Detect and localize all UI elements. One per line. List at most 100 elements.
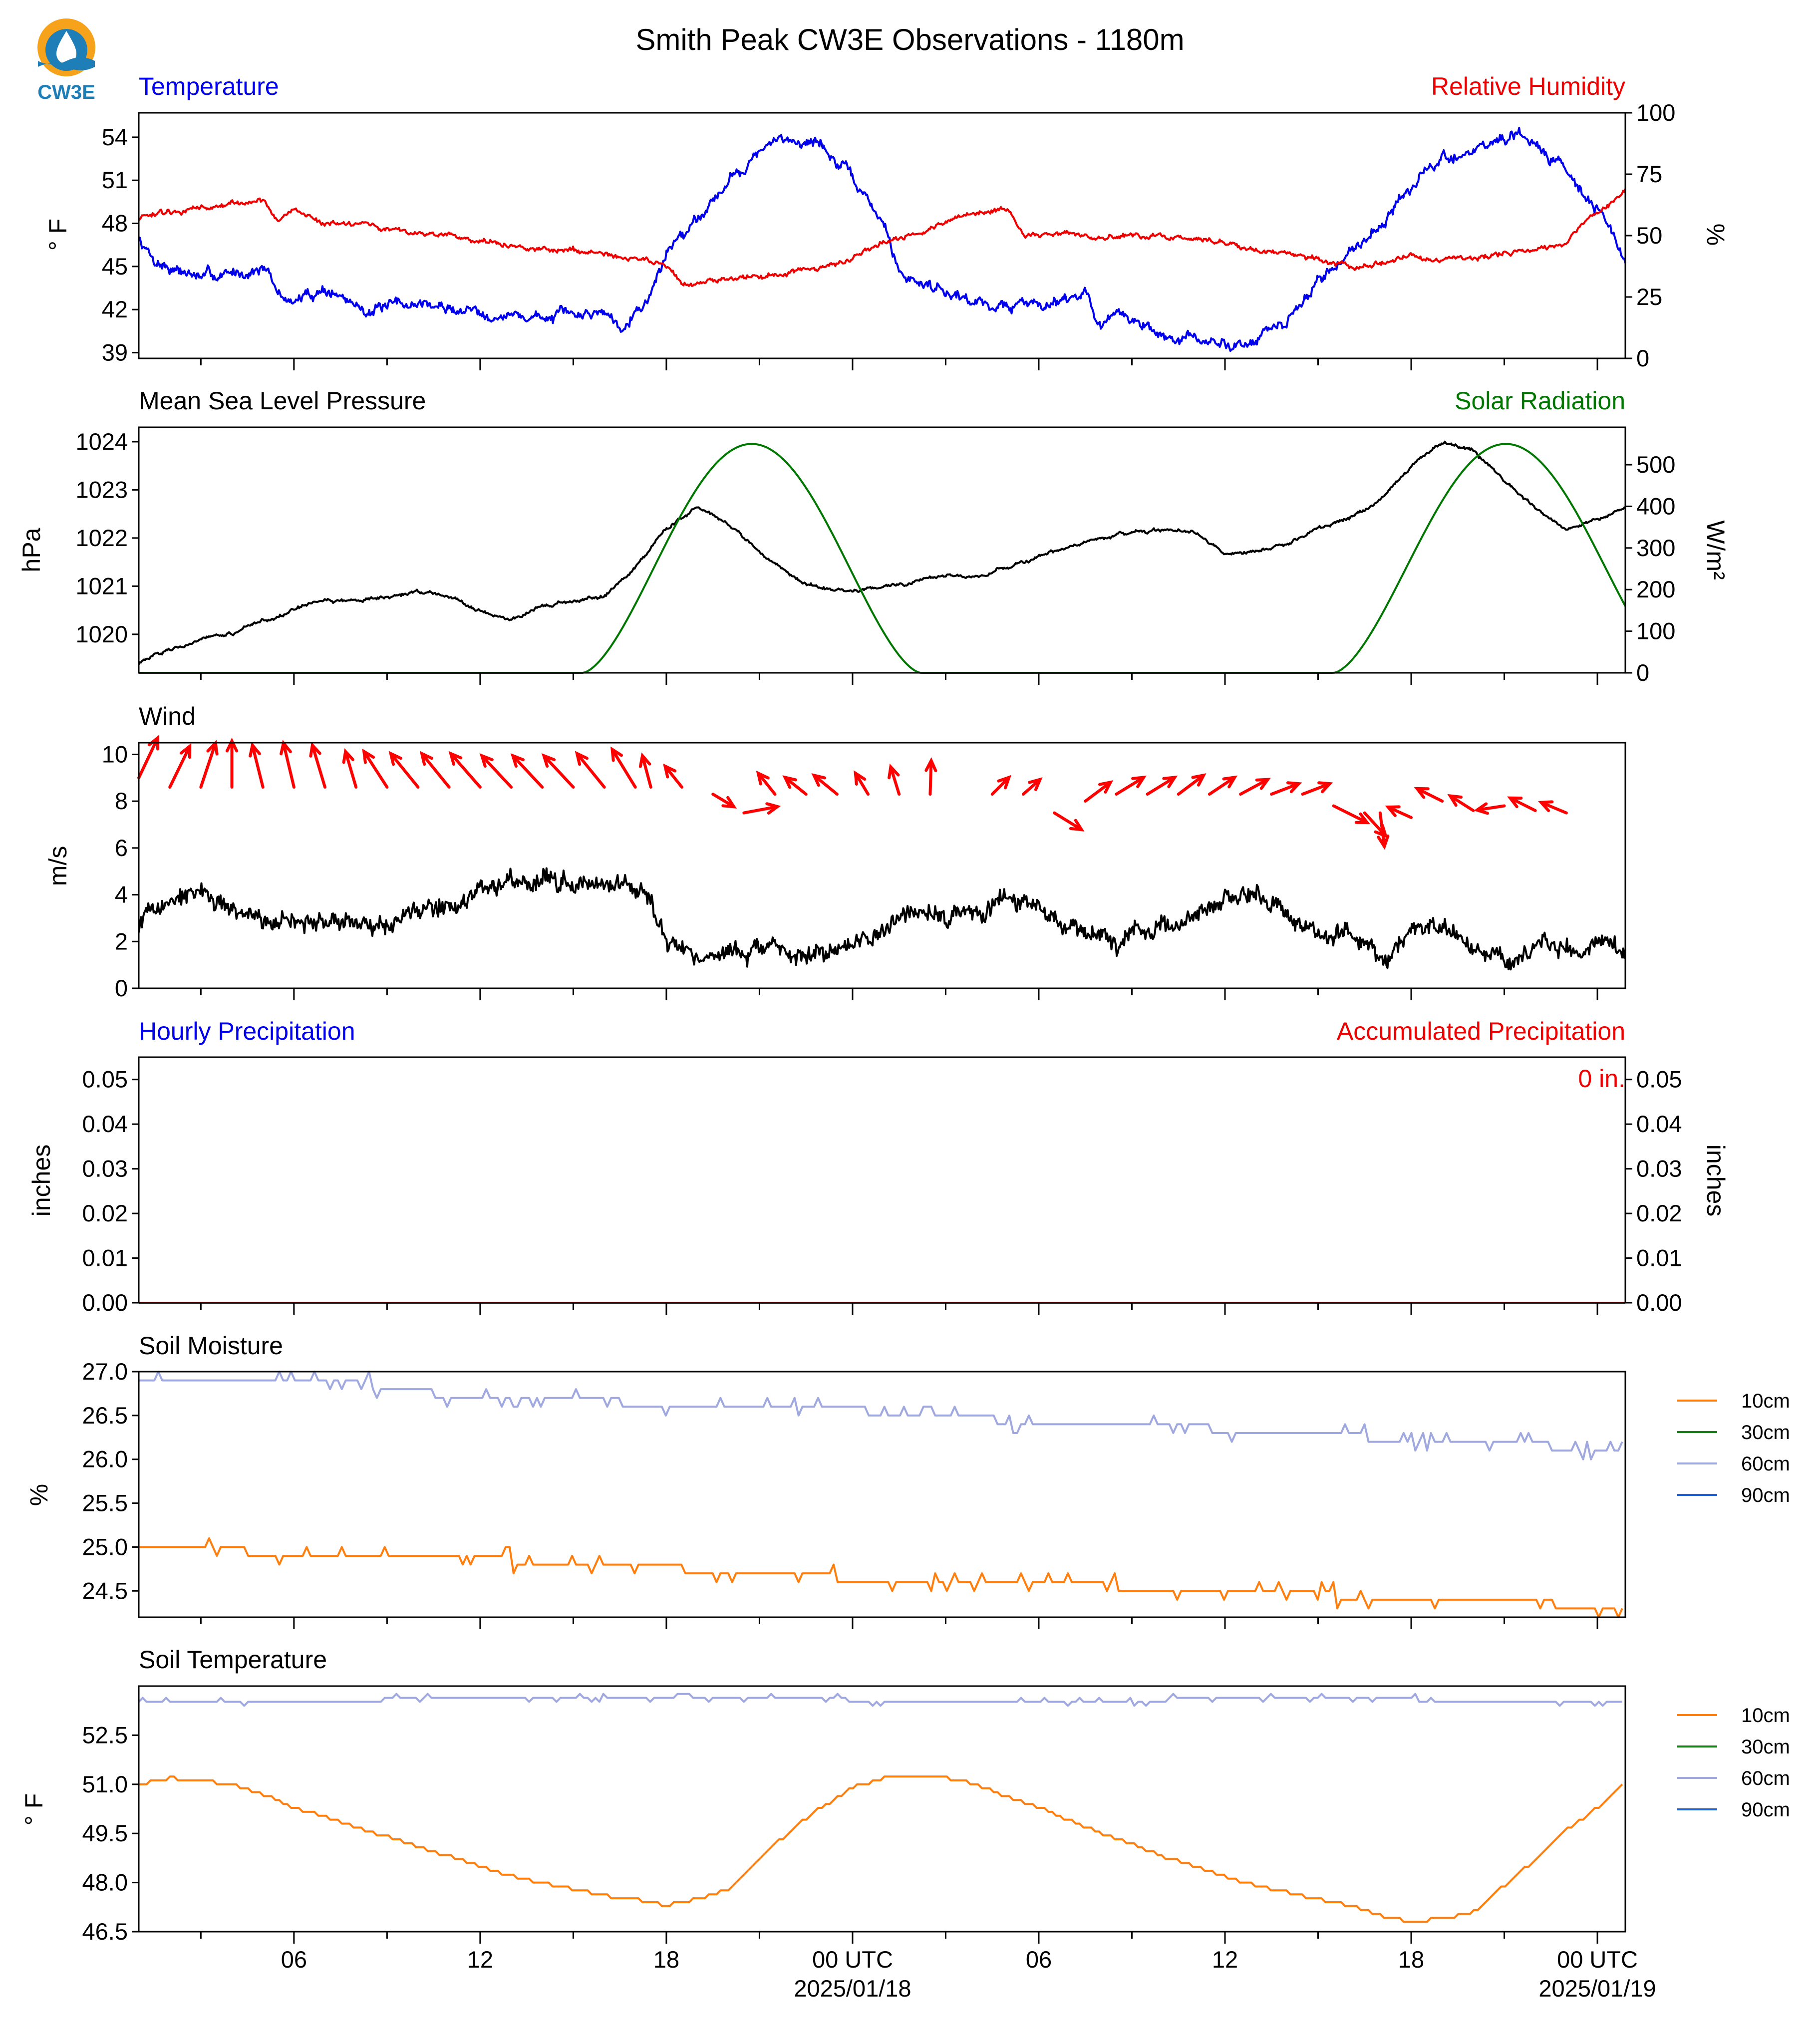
y-tick-label: 49.5 [82, 1820, 128, 1846]
legend-label-30cm: 30cm [1741, 1422, 1790, 1444]
y-tick-label: 8 [115, 788, 128, 814]
pressure-title: Mean Sea Level Pressure [139, 387, 426, 415]
y-tick-label: 1024 [75, 428, 128, 455]
wind-arrow [1447, 794, 1475, 812]
soil-temp-plot-frame [138, 1685, 1626, 1933]
y-tick-label: 39 [102, 339, 128, 365]
temperature-title: Temperature [139, 72, 279, 100]
y-tick-label: 1020 [75, 621, 128, 647]
x-tick-label: 12 [1212, 1946, 1238, 1973]
y-tick-label: 24.5 [82, 1577, 128, 1604]
soil_60cm-series-line [138, 1693, 1622, 1707]
wind-arrow [1239, 778, 1271, 796]
soil-moisture-title: Soil Moisture [139, 1332, 283, 1360]
y-right-tick-label: 0.03 [1636, 1156, 1682, 1182]
x-tick-label: 00 UTC [1557, 1946, 1638, 1973]
wind-panel: Wind m/s 0 2 4 6 8 10 [44, 702, 1626, 1001]
pressure-axis-label: hPa [17, 528, 45, 572]
wind-arrow [225, 737, 239, 789]
x-tick-label: 18 [1398, 1946, 1424, 1973]
soil-temp-axis-label: ° F [20, 1793, 48, 1825]
x-tick-label: 12 [467, 1946, 493, 1973]
legend-label-10cm: 10cm [1741, 1390, 1790, 1412]
soil-temp-title: Soil Temperature [139, 1646, 327, 1674]
y-tick-label: 26.0 [82, 1446, 128, 1472]
wind-arrow [1414, 787, 1444, 803]
hourly-precip-title: Hourly Precipitation [139, 1017, 355, 1045]
accum-precip-value: 0 in. [1578, 1065, 1625, 1093]
y-right-tick-label: 0.01 [1636, 1245, 1682, 1271]
temperature-humidity-panel: Temperature Relative Humidity ° F % 39 42… [44, 72, 1730, 371]
y-tick-label: 45 [102, 253, 128, 280]
wind-arrow [541, 753, 575, 789]
soil-temp-y-ticks: 46.5 48.0 49.5 51.0 52.5 [82, 1722, 139, 1945]
soil-moisture-plot-frame [138, 1371, 1626, 1618]
temperature-series-line [138, 127, 1626, 352]
wind-arrow [1385, 805, 1413, 819]
wind-direction-arrows [137, 735, 1568, 850]
precip-y-ticks: 0.00 0.01 0.02 0.03 0.04 0.05 [82, 1066, 139, 1316]
wind-axis-label: m/s [44, 846, 72, 886]
y-tick-label: 46.5 [82, 1918, 128, 1945]
precip-axis-label: inches [27, 1145, 55, 1217]
precip-right-axis-label: inches [1702, 1145, 1730, 1217]
solar-title: Solar Radiation [1455, 387, 1625, 415]
pressure-y-ticks: 1020 1021 1022 1023 1024 [75, 428, 139, 647]
wind-arrow [711, 793, 737, 809]
precip-plot-frame [138, 1056, 1626, 1304]
soil_60cm-series-line [139, 1371, 1623, 1460]
solar-y-ticks: 0 100 200 300 400 500 [1625, 451, 1675, 686]
y-tick-label: 1022 [75, 525, 128, 551]
y-tick-label: 0.02 [82, 1200, 128, 1226]
chart-title: Smith Peak CW3E Observations - 1180m [635, 23, 1184, 56]
legend-label-60cm: 60cm [1741, 1767, 1790, 1789]
wind-arrow [1146, 775, 1178, 796]
y-tick-label: 26.5 [82, 1402, 128, 1429]
temperature-plot-frame [138, 112, 1626, 359]
water-drop-sun-icon [37, 18, 95, 76]
wind-arrow [510, 753, 544, 789]
y-tick-label: 0.01 [82, 1245, 128, 1271]
y-right-tick-label: 100 [1636, 99, 1675, 126]
x-date-label: 2025/01/18 [794, 1975, 911, 2002]
wind-arrow [924, 757, 937, 796]
x-tick-label: 00 UTC [812, 1946, 893, 1973]
humidity-axis-label: % [1702, 224, 1730, 246]
wind-arrow [1377, 811, 1390, 850]
legend-label-10cm: 10cm [1741, 1705, 1790, 1727]
wind-arrow [419, 751, 451, 789]
y-tick-label: 0.04 [82, 1111, 128, 1137]
wind-arrow [1208, 775, 1238, 796]
wind-arrow [479, 753, 513, 789]
y-right-tick-label: 400 [1636, 493, 1675, 519]
soil-moisture-series [139, 1371, 1623, 1618]
wind-arrow [990, 775, 1012, 796]
y-tick-label: 48 [102, 210, 128, 237]
wind-plot-frame [138, 742, 1626, 989]
wind-arrow [1270, 781, 1302, 796]
y-right-tick-label: 25 [1636, 284, 1662, 310]
temp-y-ticks: 39 42 45 48 51 54 [102, 124, 139, 365]
legend-label-60cm: 60cm [1741, 1453, 1790, 1475]
logo-text: CW3E [37, 81, 95, 103]
y-tick-label: 1021 [75, 573, 128, 599]
y-tick-label: 6 [115, 835, 128, 861]
y-tick-label: 0 [115, 975, 128, 1001]
legend-label-90cm: 90cm [1741, 1484, 1790, 1506]
wind-arrow [1084, 780, 1114, 803]
wind-arrow [1507, 796, 1537, 812]
y-tick-label: 54 [102, 124, 128, 150]
soil-temperature-panel: Soil Temperature ° F 46.5 48.0 49.5 51.0 52.… [20, 1646, 1790, 2002]
wind-arrow [168, 743, 192, 789]
y-tick-label: 0.00 [82, 1289, 128, 1316]
wind-arrow [782, 775, 808, 796]
soil-moisture-legend: 10cm 30cm 60cm 90cm [1677, 1390, 1790, 1506]
wind-arrow [309, 742, 326, 789]
wind-series-line [138, 867, 1626, 971]
x-tick-label: 18 [653, 1946, 679, 1973]
soil_10cm-series-line [139, 1537, 1623, 1618]
y-tick-label: 52.5 [82, 1722, 128, 1748]
